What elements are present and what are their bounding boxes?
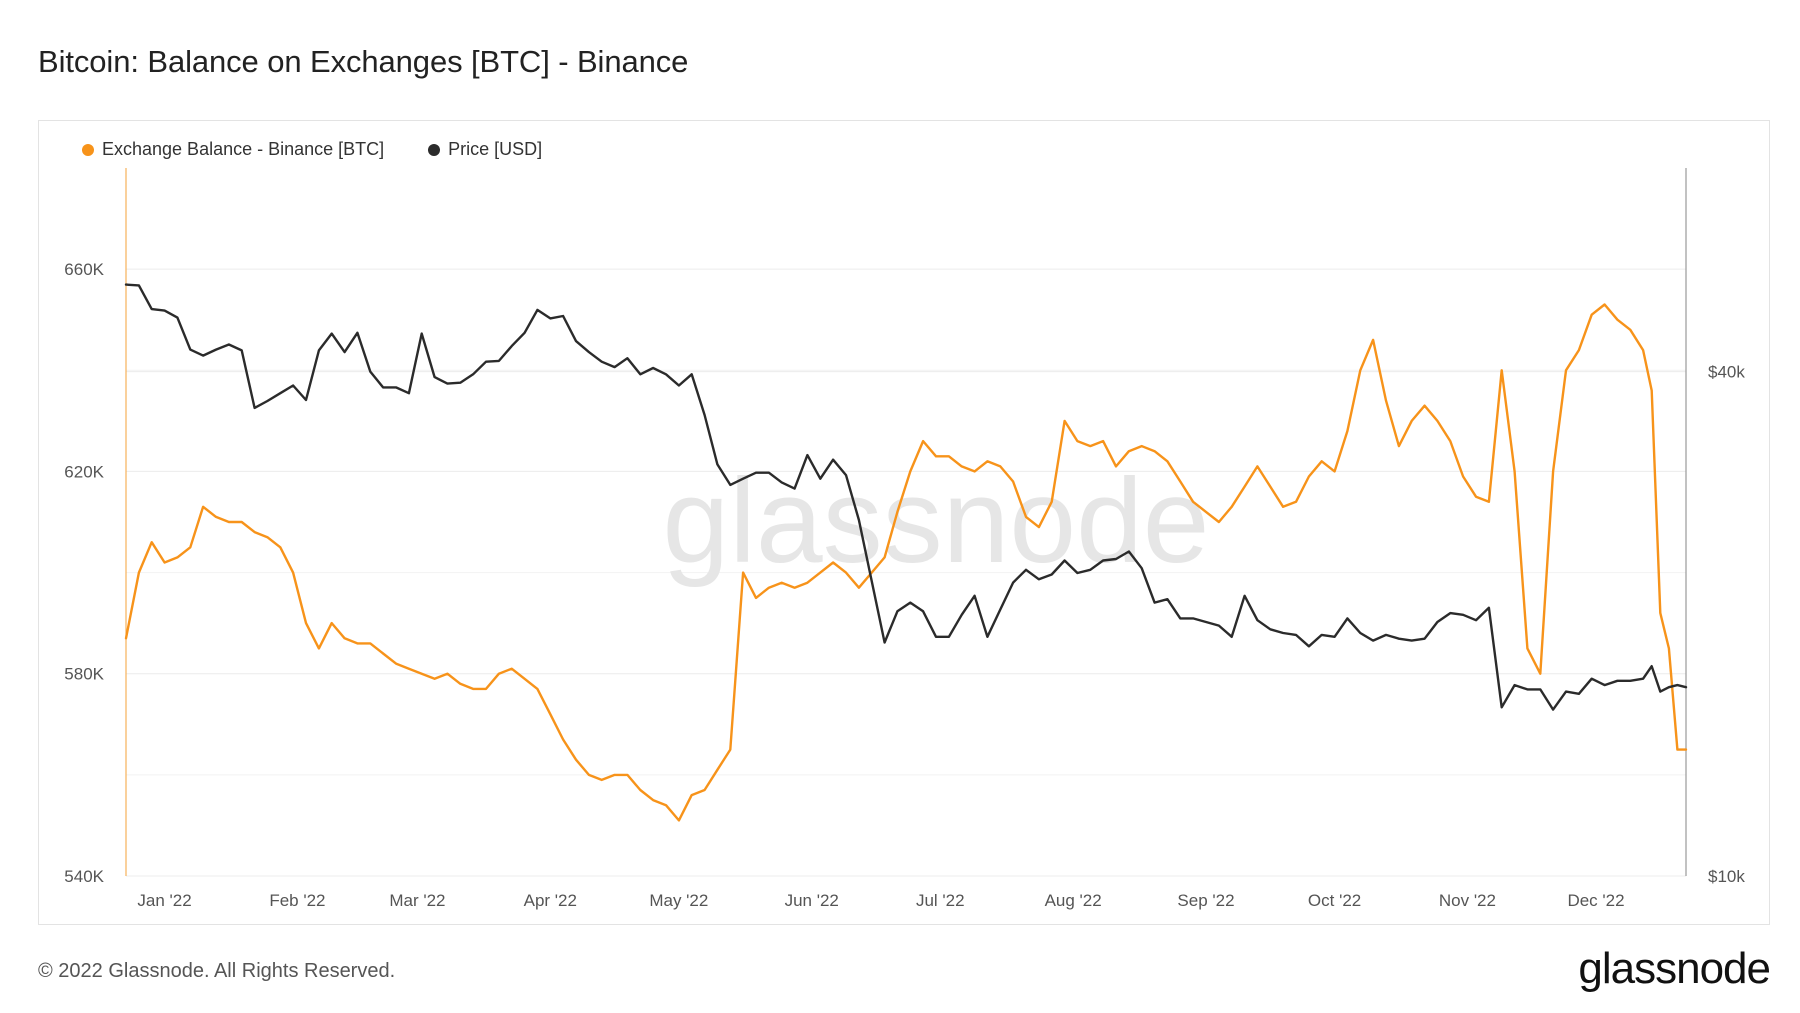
chart-panel [38,120,1770,925]
series-line-exchange-balance[interactable] [124,303,1688,822]
chart-title: Bitcoin: Balance on Exchanges [BTC] - Bi… [38,44,689,79]
x-tick-label-2: Mar '22 [389,891,445,910]
chart-legend: Exchange Balance - Binance [BTC] Price [… [82,139,542,160]
x-tick-label-1: Feb '22 [269,891,325,910]
legend-dot-balance [82,143,94,156]
y-left-tick-label-1: 580K [64,665,104,684]
x-tick-label-5: Jun '22 [785,891,839,910]
y-left-tick-label-0: 540K [64,867,104,886]
y-left-tick-label-3: 660K [64,260,104,279]
x-tick-label-3: Apr '22 [524,891,577,910]
y-right-tick-label-1: $40k [1708,363,1745,382]
y-left-tick-label-2: 620K [64,462,104,481]
glassnode-logo[interactable]: glassnode [1578,944,1771,993]
x-tick-label-7: Aug '22 [1045,891,1102,910]
legend-dot-price [428,143,441,156]
x-tick-label-9: Oct '22 [1308,891,1361,910]
x-tick-label-0: Jan '22 [137,891,191,910]
x-tick-label-10: Nov '22 [1439,891,1496,910]
x-tick-label-4: May '22 [649,891,708,910]
x-tick-label-6: Jul '22 [916,891,965,910]
footer-copyright: © 2022 Glassnode. All Rights Reserved. [38,960,396,982]
x-tick-label-11: Dec '22 [1567,891,1624,910]
x-tick-label-8: Sep '22 [1177,891,1234,910]
legend-item-price[interactable]: Price [USD] [428,139,542,160]
legend-item-balance[interactable]: Exchange Balance - Binance [BTC] [82,139,384,160]
series-line-price[interactable] [124,283,1688,711]
y-right-tick-label-0: $10k [1708,867,1745,886]
watermark: glassnode [662,454,1209,588]
legend-label-price: Price [USD] [448,139,543,159]
legend-label-balance: Exchange Balance - Binance [BTC] [102,139,385,159]
